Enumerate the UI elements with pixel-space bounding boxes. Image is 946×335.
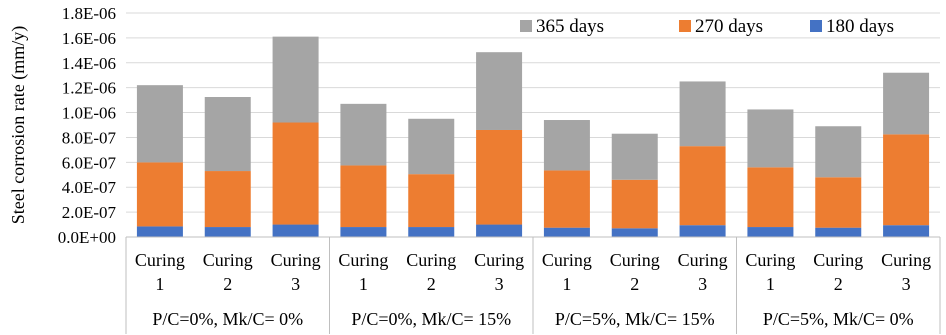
category-number-label: 1 xyxy=(359,274,368,294)
bar-segment xyxy=(883,225,930,237)
bar-segment xyxy=(883,72,930,135)
category-number-label: 3 xyxy=(291,274,300,294)
bar-segment xyxy=(408,118,455,175)
legend-label: 180 days xyxy=(826,16,894,37)
legend-swatch xyxy=(679,20,691,32)
bar-segment xyxy=(340,227,387,237)
bar-segment xyxy=(815,126,862,178)
y-tick-label: 8.0E-07 xyxy=(62,128,117,147)
legend: 365 days 270 days 180 days xyxy=(520,16,894,37)
category-number-label: 3 xyxy=(698,274,707,294)
bar-segment xyxy=(679,225,726,237)
bar-segment xyxy=(747,167,794,228)
category-number-label: 1 xyxy=(155,274,164,294)
gridlines xyxy=(126,12,940,213)
category-label: Curing xyxy=(678,250,728,270)
category-number-label: 2 xyxy=(223,274,232,294)
category-label: Curing xyxy=(338,250,388,270)
bar-segment xyxy=(272,36,319,123)
bar-segment xyxy=(272,122,319,225)
bar-segment xyxy=(136,226,183,237)
bar-segment xyxy=(747,227,794,237)
bars xyxy=(136,36,930,237)
category-label: Curing xyxy=(881,250,931,270)
legend-label: 270 days xyxy=(695,16,763,37)
category-number-label: 3 xyxy=(495,274,504,294)
category-number-label: 1 xyxy=(766,274,775,294)
y-axis-title: Steel corrosion rate (mm/y) xyxy=(8,26,29,224)
category-label: Curing xyxy=(542,250,592,270)
bar-segment xyxy=(543,170,590,228)
category-label: Curing xyxy=(474,250,524,270)
y-tick-label: 2.0E-07 xyxy=(62,203,117,222)
bar-segment xyxy=(815,177,862,228)
category-number-label: 2 xyxy=(834,274,843,294)
y-tick-label: 1.4E-06 xyxy=(62,54,116,73)
axes xyxy=(125,236,941,334)
bar-segment xyxy=(543,227,590,237)
category-label: Curing xyxy=(271,250,321,270)
bar-segment xyxy=(815,227,862,237)
category-label: Curing xyxy=(135,250,185,270)
group-label: P/C=5%, Mk/C= 0% xyxy=(763,309,914,329)
category-label: Curing xyxy=(610,250,660,270)
bar-segment xyxy=(204,171,251,228)
category-label: Curing xyxy=(745,250,795,270)
category-label: Curing xyxy=(813,250,863,270)
bar-segment xyxy=(136,85,183,163)
bar-segment xyxy=(204,227,251,237)
y-tick-label: 0.0E+00 xyxy=(58,228,116,247)
bar-segment xyxy=(611,179,658,229)
bar-segment xyxy=(883,134,930,226)
bar-segment xyxy=(611,133,658,180)
y-tick-label: 1.8E-06 xyxy=(62,4,116,23)
bar-segment xyxy=(747,109,794,168)
category-label: Curing xyxy=(406,250,456,270)
bar-segment xyxy=(476,52,523,130)
bar-segment xyxy=(543,120,590,171)
category-number-label: 2 xyxy=(630,274,639,294)
group-label: P/C=0%, Mk/C= 15% xyxy=(351,309,511,329)
y-tick-label: 1.2E-06 xyxy=(62,79,116,98)
group-label: P/C=0%, Mk/C= 0% xyxy=(152,309,303,329)
group-label: P/C=5%, Mk/C= 15% xyxy=(555,309,715,329)
category-number-label: 3 xyxy=(902,274,911,294)
bar-segment xyxy=(204,97,251,172)
bar-segment xyxy=(611,228,658,237)
legend-swatch xyxy=(520,20,532,32)
y-tick-label: 1.6E-06 xyxy=(62,29,116,48)
bar-segment xyxy=(408,174,455,228)
y-tick-labels: 0.0E+00 2.0E-07 4.0E-07 6.0E-07 8.0E-07 1.0E-… xyxy=(58,4,117,247)
bar-segment xyxy=(136,162,183,227)
bar-segment xyxy=(408,227,455,237)
category-number-label: 2 xyxy=(427,274,436,294)
y-tick-label: 1.0E-06 xyxy=(62,104,116,123)
y-tick-label: 4.0E-07 xyxy=(62,178,117,197)
bar-segment xyxy=(272,224,319,237)
y-tick-label: 6.0E-07 xyxy=(62,153,117,172)
bar-segment xyxy=(679,81,726,147)
bar-segment xyxy=(476,224,523,237)
bar-segment xyxy=(476,129,523,225)
bar-segment xyxy=(679,146,726,226)
category-labels: Curing 1 Curing 2 Curing 3 Curing 1 Curing 2 Curin… xyxy=(135,250,931,329)
legend-label: 365 days xyxy=(536,16,604,37)
category-number-label: 1 xyxy=(562,274,571,294)
bar-segment xyxy=(340,165,387,228)
bar-segment xyxy=(340,103,387,166)
category-label: Curing xyxy=(203,250,253,270)
legend-swatch xyxy=(810,20,822,32)
